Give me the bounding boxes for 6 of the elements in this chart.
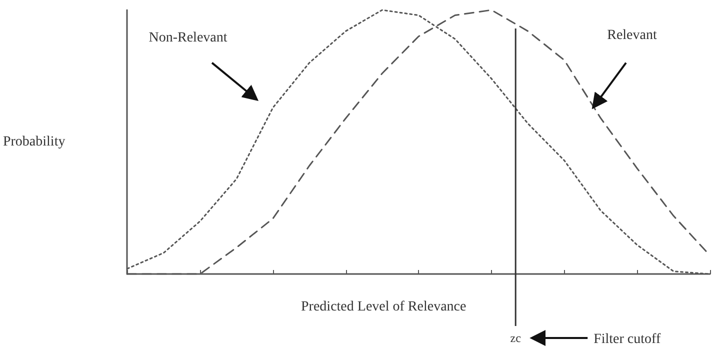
annotation: Non-Relevant [148, 30, 228, 46]
text: zc [510, 331, 521, 345]
x-axis-title: Predicted Level of Relevance [301, 300, 466, 314]
text: Filter cutoff [594, 332, 661, 347]
annotation: Relevant [607, 28, 657, 44]
y-axis-title: Probability [2, 134, 66, 150]
